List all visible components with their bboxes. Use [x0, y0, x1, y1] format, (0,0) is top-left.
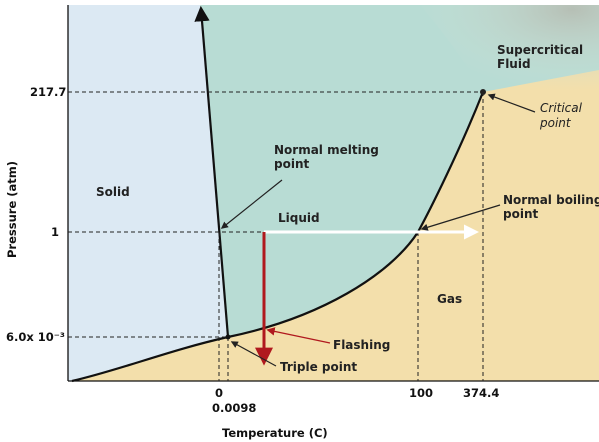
y-tick-1: 1 [51, 225, 59, 239]
solid-region [68, 5, 228, 381]
triple-pointer [230, 341, 277, 367]
y-tick-217-7: 217.7 [30, 85, 66, 99]
x-tick-100: 100 [409, 386, 433, 400]
x-tick-0-0098: 0.0098 [212, 401, 256, 415]
x-axis-title: Temperature (C) [222, 426, 328, 440]
liquid-label: Liquid [278, 211, 320, 225]
critical-label-2: point [539, 116, 572, 130]
supercritical-label-1: Supercritical [497, 43, 583, 57]
triple-point-label: Triple point [280, 360, 357, 374]
supercritical-label-2: Fluid [497, 57, 531, 71]
supercritical-region [420, 5, 599, 95]
y-axis-title: Pressure (atm) [5, 161, 19, 258]
y-tick-triple: 6.0x 10⁻³ [6, 330, 65, 344]
critical-point-marker [480, 89, 486, 95]
flashing-pointer [266, 327, 331, 344]
melting-pointer [220, 179, 283, 229]
flashing-label: Flashing [333, 338, 390, 352]
critical-pointer [487, 93, 536, 113]
normal-melting-label-2: point [274, 157, 309, 171]
critical-label-1: Critical [540, 101, 583, 115]
gas-label: Gas [437, 292, 462, 306]
triple-point-marker [225, 334, 231, 340]
normal-melting-label-1: Normal melting [274, 143, 379, 157]
solid-label: Solid [96, 185, 130, 199]
x-tick-374-4: 374.4 [463, 386, 499, 400]
normal-boiling-label-2: point [503, 207, 538, 221]
vaporization-curve [71, 91, 485, 383]
x-tick-0: 0 [215, 386, 223, 400]
melting-curve [194, 5, 230, 338]
boiling-pointer [420, 204, 501, 231]
normal-boiling-label-1: Normal boiling [503, 193, 599, 207]
